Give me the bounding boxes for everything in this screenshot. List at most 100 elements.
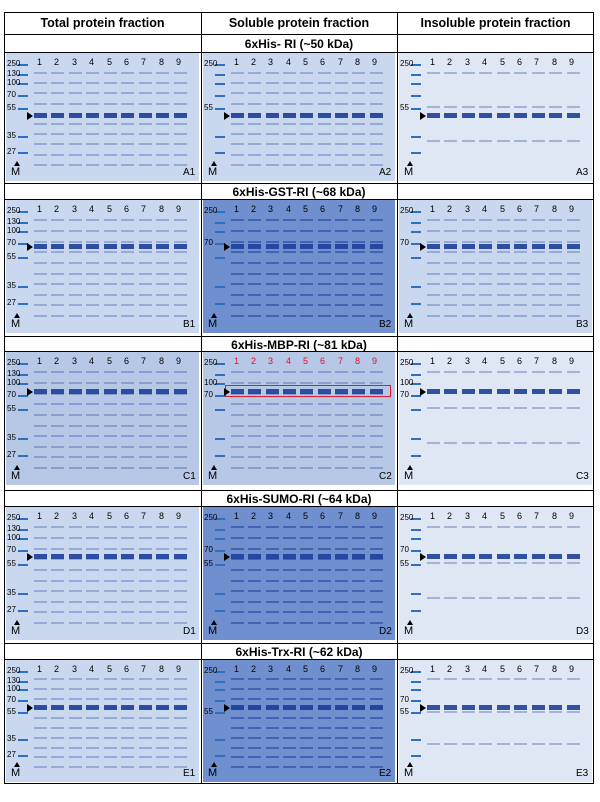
protein-band [121,435,134,437]
sample-lane [69,53,82,181]
ladder-label: 250 [204,358,218,367]
marker-band [18,83,28,85]
protein-band [51,82,64,84]
ladder-label: 55 [400,707,409,716]
protein-band [335,123,348,125]
marker-band [411,455,421,457]
target-band [462,705,475,710]
protein-band [266,747,279,749]
protein-band [139,537,152,539]
protein-band [300,537,313,539]
protein-band [497,219,510,221]
lane-number: 5 [107,204,113,214]
protein-band [444,315,457,317]
sample-lane [69,660,82,782]
protein-band [318,315,331,317]
protein-band [335,446,348,448]
protein-band [248,403,261,405]
protein-band [231,393,244,395]
protein-band [104,446,117,448]
ladder-label: 27 [7,605,16,614]
column-separator [397,12,398,784]
marker-band [215,374,225,376]
protein-band [231,304,244,306]
protein-band [69,698,82,700]
ladder-label: 100 [7,78,21,87]
row-separator [4,351,594,352]
sample-lane [121,200,134,333]
sample-lane [497,507,510,640]
protein-band [532,526,545,528]
marker-band [411,74,421,76]
protein-band [532,140,545,142]
lane-number: 5 [303,57,309,67]
target-band [300,389,313,394]
protein-band [283,747,296,749]
protein-band [352,737,365,739]
target-band [444,389,457,394]
marker-band [18,700,28,702]
ladder-label: 35 [7,588,16,597]
marker-band [215,409,225,411]
lane-number: 9 [372,204,378,214]
ladder-label: 70 [400,390,409,399]
protein-band [121,133,134,135]
target-band [174,705,187,710]
protein-band [104,273,117,275]
ladder-label: 27 [7,450,16,459]
protein-band [86,382,99,384]
lane-number: 5 [107,664,113,674]
protein-band [549,526,562,528]
panel-tag: C2 [379,471,392,482]
protein-band [34,283,47,285]
lane-number: 7 [338,57,344,67]
lane-number: 1 [234,511,240,521]
protein-band [370,580,383,582]
target-band [300,113,313,118]
protein-band [352,123,365,125]
protein-band [34,403,47,405]
sample-lane [121,352,134,485]
protein-band [462,273,475,275]
lane-number: 3 [72,204,78,214]
ladder-label: 100 [7,226,21,235]
protein-band [121,467,134,469]
protein-band [318,622,331,624]
protein-band [300,717,313,719]
protein-band [34,262,47,264]
sample-lane [352,200,365,333]
marker-band [411,211,421,213]
lane-number: 6 [320,356,326,366]
protein-band [266,403,279,405]
protein-band [266,590,279,592]
protein-band [86,601,99,603]
panel-tag: A3 [576,167,589,178]
column-header-soluble: Soluble protein fraction [228,16,370,30]
protein-band [300,678,313,680]
marker-band [215,363,225,365]
protein-band [69,537,82,539]
protein-band [86,123,99,125]
protein-band [335,747,348,749]
target-band [266,113,279,118]
protein-band [514,371,527,373]
lane-number: 3 [465,511,471,521]
protein-band [532,407,545,409]
protein-band [121,611,134,613]
protein-band [300,580,313,582]
protein-band [231,371,244,373]
protein-band [300,283,313,285]
protein-band [352,371,365,373]
protein-band [462,442,475,444]
marker-band [411,243,421,245]
protein-band [69,164,82,166]
marker-band [18,518,28,520]
protein-band [51,737,64,739]
marker-triangle [407,313,413,318]
protein-band [352,241,365,243]
sample-lane [121,53,134,181]
protein-band [444,371,457,373]
protein-band [370,727,383,729]
protein-band [283,230,296,232]
target-band [479,244,492,249]
